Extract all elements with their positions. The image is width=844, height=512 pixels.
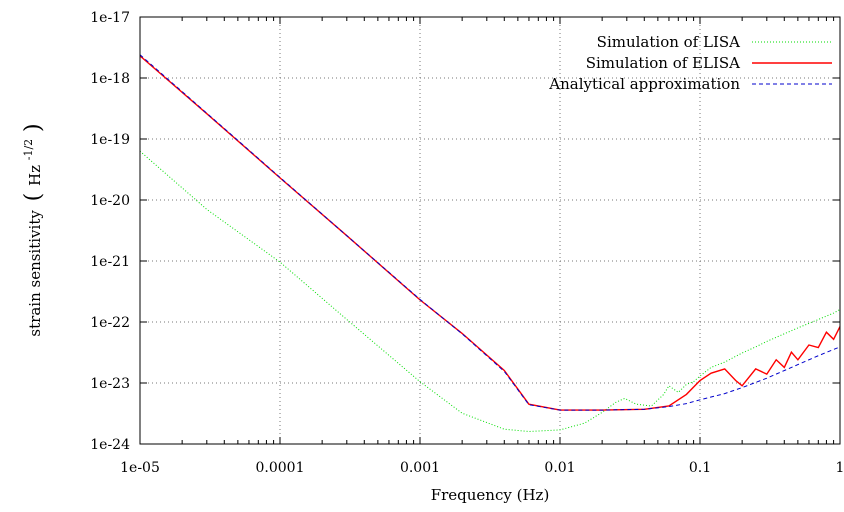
x-tick-label: 1 [836,460,844,476]
legend: Simulation of LISA Simulation of ELISA Ana… [548,33,832,93]
y-axis-title-unit: Hz [26,165,44,186]
y-tick-label: 1e-19 [90,132,130,148]
y-tick-label: 1e-23 [90,376,130,392]
x-tick-label: 0.0001 [256,460,305,476]
y-axis-title: strain sensitivity ( Hz -1/2 ) [18,123,46,336]
y-tick-label: 1e-20 [90,193,130,209]
grid-lines [140,17,840,444]
series-lines [139,54,841,433]
x-tick-label: 1e-05 [120,460,160,476]
legend-label-3: Analytical approximation [548,75,740,93]
y-tick-label: 1e-21 [90,254,130,270]
svg-text:strain sensitivity (: strain sensitivity ( Hz -1/2 ) [18,123,46,336]
plot-frame [139,16,841,445]
y-tick-label: 1e-24 [90,437,130,453]
series-line-3 [139,54,841,411]
x-tick-label: 0.1 [689,460,711,476]
y-axis-title-main: strain sensitivity [26,210,44,337]
axis-ticks: 1e-05 0.0001 0.001 0.01 0.1 1 1e-24 1e-23 1e-22 1… [90,10,844,476]
y-tick-label: 1e-22 [90,315,130,331]
series-line-1 [139,150,841,433]
y-tick-label: 1e-18 [90,71,130,87]
x-axis-title: Frequency (Hz) [431,486,550,504]
y-tick-label: 1e-17 [90,10,130,26]
y-axis-title-exponent: -1/2 [22,139,35,160]
x-tick-label: 0.001 [400,460,440,476]
legend-label-2: Simulation of ELISA [586,54,740,72]
x-tick-label: 0.01 [544,460,575,476]
legend-label-1: Simulation of LISA [597,33,740,51]
